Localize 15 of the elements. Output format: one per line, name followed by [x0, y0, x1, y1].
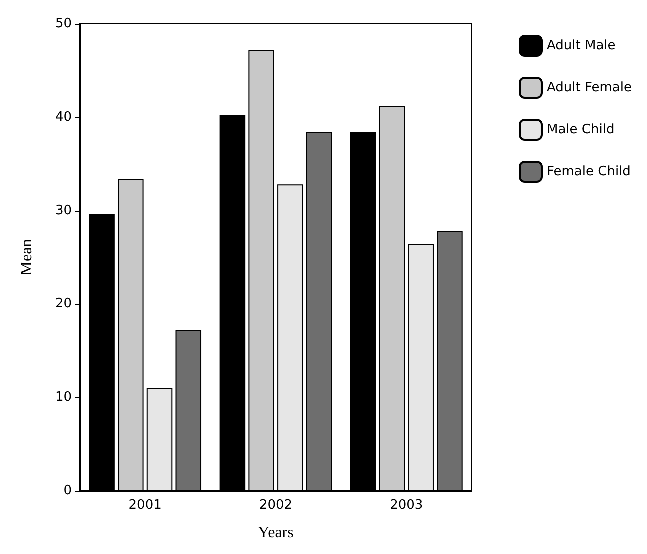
y-tick-label: 10 [55, 390, 72, 406]
y-tick-label: 30 [55, 203, 72, 218]
legend-label: Female Child [547, 164, 631, 180]
x-tick-label: 2002 [259, 498, 293, 513]
legend-label: Male Child [547, 122, 615, 138]
x-axis-title: Years [258, 524, 294, 542]
x-tick-label: 2003 [390, 498, 424, 513]
legend-label: Adult Male [547, 38, 616, 54]
y-tick-label: 0 [64, 484, 72, 498]
y-tick-label: 20 [55, 296, 72, 312]
legend-label: Adult Female [547, 80, 632, 96]
x-tick-label: 2001 [128, 498, 162, 513]
y-tick-label: 50 [55, 16, 72, 32]
y-axis-title: Mean [18, 239, 36, 276]
y-tick-label: 40 [55, 110, 72, 125]
